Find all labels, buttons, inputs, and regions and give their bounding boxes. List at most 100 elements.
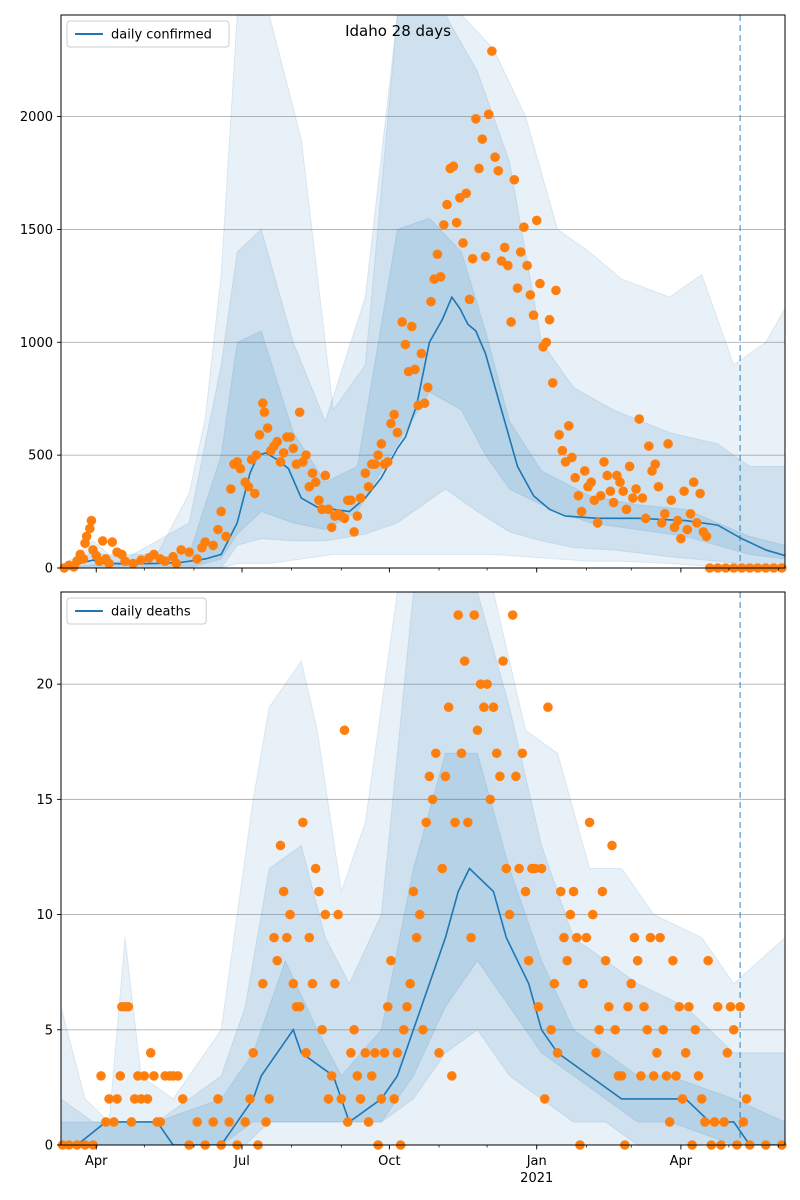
data-point [450,817,460,828]
data-point [632,955,643,966]
data-point [483,109,494,120]
data-point [709,1117,720,1127]
data-point [86,515,97,526]
y-tick-label: 0 [45,562,53,577]
y-tick-label: 15 [36,793,53,808]
x-tick-label: Jan [526,1154,547,1169]
data-point [610,1024,621,1035]
data-point [81,531,92,542]
data-point [272,436,283,447]
data-point [722,1048,733,1058]
data-point [419,398,430,409]
data-point [578,978,588,989]
data-point [326,522,337,533]
data-point [363,1117,374,1127]
confirmed-chart-panel: 0 500 1000 1500 2000 daily confirmed [20,14,787,577]
y-tick-label: 500 [28,449,53,464]
data-point [213,1094,223,1104]
data-point [495,771,505,782]
data-point [109,1117,119,1127]
data-point [671,1071,681,1081]
data-point [304,932,315,943]
data-point [631,484,641,494]
data-point [571,932,582,943]
series-line [61,295,785,568]
data-point [160,556,170,567]
data-point [421,817,432,828]
data-point [565,909,576,920]
data-point [370,1048,380,1058]
data-point [336,1094,347,1104]
data-point [517,748,528,759]
data-point [346,1048,356,1058]
data-point [275,840,286,851]
data-point [719,1117,729,1127]
data-point [466,932,476,943]
data-point [559,932,569,943]
data-point [605,486,616,497]
data-point [434,1048,444,1058]
data-point [584,817,595,828]
data-point [379,1048,390,1058]
x-tick-label: Apr [670,1154,693,1169]
data-point [261,1117,271,1127]
data-point [464,294,475,305]
band-inner [61,752,785,1145]
data-point [458,238,468,248]
legend: daily confirmed [66,20,230,48]
data-point [435,272,446,282]
data-point [443,702,454,713]
legend-label: daily confirmed [111,28,212,43]
series-line [61,867,785,1145]
data-point [126,1117,137,1127]
data-point [493,165,504,176]
data-point [112,1094,122,1104]
data-point [661,1071,672,1081]
data-point [376,439,387,449]
data-point [544,314,555,325]
data-point [547,378,558,388]
data-point [552,1048,563,1058]
data-point [504,909,515,920]
data-point [668,955,678,966]
data-point [275,457,286,467]
data-point [235,463,246,474]
data-point [251,450,262,460]
data-point [664,1117,675,1127]
data-point [139,1071,150,1081]
data-point [703,955,713,966]
data-point [245,1094,255,1104]
data-point [608,497,619,508]
data-point [382,1001,393,1012]
data-point [177,1094,188,1104]
data-point [408,886,419,897]
data-point [349,527,359,537]
data-point [623,1001,633,1012]
y-tick-label: 10 [36,908,53,923]
data-point [533,1001,544,1012]
data-point [579,466,590,476]
data-point [557,445,568,456]
data-point [301,1048,311,1058]
data-point [352,511,363,521]
data-point [523,955,534,966]
data-point [192,1117,202,1127]
data-point [294,407,305,418]
data-point [541,337,552,348]
data-point [586,477,596,488]
data-point [684,1001,694,1012]
data-point [447,1071,457,1081]
data-point [285,432,295,442]
data-point [587,909,598,920]
data-point [690,1024,701,1035]
data-point [355,1094,366,1104]
data-point [666,495,677,506]
data-point [576,506,587,517]
data-point [573,490,584,501]
data-point [554,430,564,440]
data-point [728,1024,739,1035]
data-point [591,1048,601,1058]
x-tick-label: Jul [233,1154,250,1169]
data-point [424,771,435,782]
